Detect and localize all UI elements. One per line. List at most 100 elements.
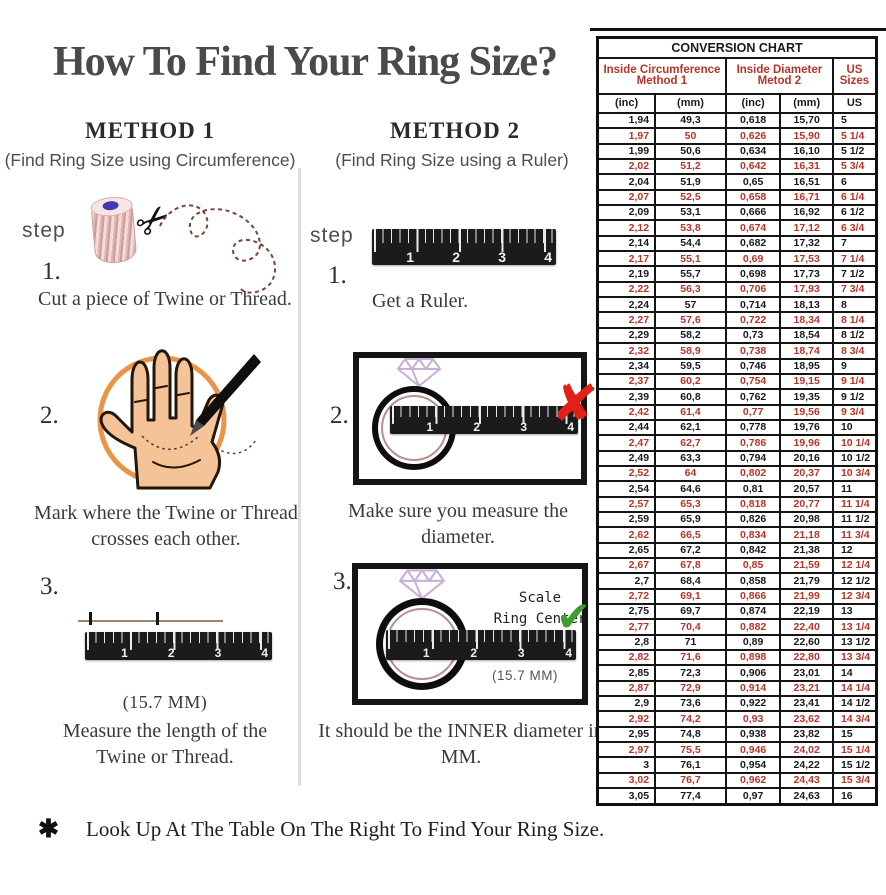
table-row: 3 76,1 0,954 24,22 15 1/2 xyxy=(596,756,878,774)
ruler-ticks xyxy=(87,632,270,660)
chart-top-border xyxy=(590,28,886,31)
table-row: 2,7 68,4 0,858 21,79 12 1/2 xyxy=(596,572,878,590)
hand-measure-illustration xyxy=(97,349,261,490)
footnote-text: Look Up At The Table On The Right To Fin… xyxy=(86,817,605,841)
method2-title: METHOD 2 xyxy=(389,118,521,143)
method1-length-note: (15.7 MM) xyxy=(122,692,208,712)
table-row: 2,75 69,7 0,874 22,19 13 xyxy=(596,602,878,621)
table-row: 1,94 49,3 0,618 15,70 5 xyxy=(596,111,878,130)
thread-mark-tick xyxy=(156,612,159,625)
table-row: 2,34 59,5 0,746 18,95 9 xyxy=(596,357,878,375)
table-row: 2,62 66,5 0,834 21,18 11 3/4 xyxy=(596,526,878,544)
table-row: 2,02 51,2 0,642 16,31 5 3/4 xyxy=(596,158,878,176)
ruler-ticks xyxy=(388,630,574,660)
table-row: 2,72 69,1 0,866 21,99 12 3/4 xyxy=(596,587,878,606)
twine-spool-hole xyxy=(102,200,119,211)
table-row: 2,44 62,1 0,778 19,76 10 xyxy=(596,418,878,437)
conversion-chart-panel: CONVERSION CHART Inside Circumference Me… xyxy=(596,36,878,806)
table-row: 1,99 50,6 0,634 16,10 5 1/2 xyxy=(596,142,878,161)
table-row: 2,39 60,8 0,762 19,35 9 1/2 xyxy=(596,388,878,406)
table-row: 2,87 72,9 0,914 23,21 14 1/4 xyxy=(596,679,878,698)
method2-step1-caption: Get a Ruler. xyxy=(372,290,469,312)
table-row: 3,02 76,7 0,962 24,43 15 3/4 xyxy=(596,771,878,790)
thread-loops-illustration xyxy=(159,204,276,294)
table-row: 2,92 74,2 0,93 23,62 14 3/4 xyxy=(596,710,878,728)
method1-step1-caption: Cut a piece of Twine or Thread. xyxy=(38,288,292,310)
chart-title: CONVERSION CHART xyxy=(596,36,878,59)
method2-subtitle: (Find Ring Size using a Ruler) xyxy=(335,150,569,170)
table-row: 2,09 53,1 0,666 16,92 6 1/2 xyxy=(596,204,878,222)
units-row: (inc) (mm) (inc) (mm) US xyxy=(596,93,878,114)
table-row: 2,17 55,1 0,69 17,53 7 1/4 xyxy=(596,250,878,268)
conversion-table-body: 1,94 49,3 0,618 15,70 5 1,97 50 0,626 15,90 5 1/4… xyxy=(596,111,878,806)
method2-step2-caption: Make sure you measure the diameter. xyxy=(348,500,568,548)
table-row: 2,77 70,4 0,882 22,40 13 1/4 xyxy=(596,618,878,636)
table-row: 2,82 71,6 0,898 22,80 13 3/4 xyxy=(596,649,878,667)
method2-length-note: (15.7 MM) xyxy=(491,668,558,683)
diamond-icon xyxy=(399,569,445,600)
table-row: 2,59 65,9 0,826 20,98 11 1/2 xyxy=(596,510,878,529)
method2-step3-caption: It should be the INNER diameter in MM. xyxy=(318,720,604,768)
table-row: 2,22 56,3 0,706 17,93 7 3/4 xyxy=(596,280,878,299)
page-title: How To Find Your Ring Size? xyxy=(53,39,558,85)
table-row: 2,42 61,4 0,77 19,56 9 3/4 xyxy=(596,403,878,421)
pen-icon xyxy=(196,354,261,426)
table-row: 2,49 63,3 0,794 20,16 10 1/2 xyxy=(596,449,878,467)
table-row: 2,37 60,2 0,754 19,15 9 1/4 xyxy=(596,372,878,391)
thread-mark-tick xyxy=(89,612,92,625)
method1-step2-caption: Mark where the Twine or Thread crosses e… xyxy=(34,502,298,550)
table-row: 3,05 77,4 0,97 24,63 16 xyxy=(596,787,878,806)
diamond-icon xyxy=(397,358,441,387)
column-group-circumference: Inside Circumference Method 1 xyxy=(596,57,727,95)
column-divider xyxy=(298,168,301,786)
asterisk-icon: ✱ xyxy=(38,816,59,843)
method2-step3-number: 3. xyxy=(333,568,352,595)
method1-step1-number: 1. xyxy=(42,258,61,285)
table-row: 1,97 50 0,626 15,90 5 1/4 xyxy=(596,127,878,145)
table-row: 2,19 55,7 0,698 17,73 7 1/2 xyxy=(596,265,878,283)
method1-step3-number: 3. xyxy=(40,573,59,600)
table-row: 2,32 58,9 0,738 18,74 8 3/4 xyxy=(596,342,878,360)
table-row: 2,65 67,2 0,842 21,38 12 xyxy=(596,541,878,559)
table-row: 2,04 51,9 0,65 16,51 6 xyxy=(596,173,878,191)
table-row: 2,14 54,4 0,682 17,32 7 xyxy=(596,234,878,253)
table-row: 2,57 65,3 0,818 20,77 11 1/4 xyxy=(596,495,878,513)
table-row: 2,54 64,6 0,81 20,57 11 xyxy=(596,480,878,498)
table-row: 2,85 72,3 0,906 23,01 14 xyxy=(596,664,878,682)
measured-thread-line xyxy=(78,620,223,622)
x-mark-icon: ✘ xyxy=(548,369,601,438)
table-row: 2,24 57 0,714 18,13 8 xyxy=(596,296,878,314)
conversion-chart-table: CONVERSION CHART Inside Circumference Me… xyxy=(596,36,878,806)
table-row: 2,27 57,6 0,722 18,34 8 1/4 xyxy=(596,311,878,329)
method2-step-label: step xyxy=(310,224,354,247)
table-row: 2,8 71 0,89 22,60 13 1/2 xyxy=(596,633,878,652)
method2-step2-number: 2. xyxy=(330,402,349,429)
column-group-us-sizes: US Sizes xyxy=(831,57,878,95)
table-row: 2,67 67,8 0,85 21,59 12 1/4 xyxy=(596,556,878,575)
ruler-ticks xyxy=(392,406,576,434)
table-row: 2,97 75,5 0,946 24,02 15 1/4 xyxy=(596,741,878,759)
column-group-diameter: Inside Diameter Metod 2 xyxy=(724,57,834,95)
table-row: 2,9 73,6 0,922 23,41 14 1/2 xyxy=(596,695,878,713)
table-row: 2,95 74,8 0,938 23,82 15 xyxy=(596,725,878,744)
method1-subtitle: (Find Ring Size using Circumference) xyxy=(4,150,296,170)
scale-ring-center-label: Scale Ring Center xyxy=(493,590,587,627)
table-row: 2,47 62,7 0,786 19,96 10 1/4 xyxy=(596,434,878,452)
method1-step2-number: 2. xyxy=(40,402,59,429)
method1-title: METHOD 1 xyxy=(84,118,216,143)
table-row: 2,12 53,8 0,674 17,12 6 3/4 xyxy=(596,219,878,237)
table-row: 2,52 64 0,802 20,37 10 3/4 xyxy=(596,464,878,483)
ruler-ticks xyxy=(374,229,554,265)
method2-step1-number: 1. xyxy=(328,262,347,289)
method1-step3-caption: Measure the length of the Twine or Threa… xyxy=(62,720,268,768)
table-row: 2,07 52,5 0,658 16,71 6 1/4 xyxy=(596,188,878,207)
